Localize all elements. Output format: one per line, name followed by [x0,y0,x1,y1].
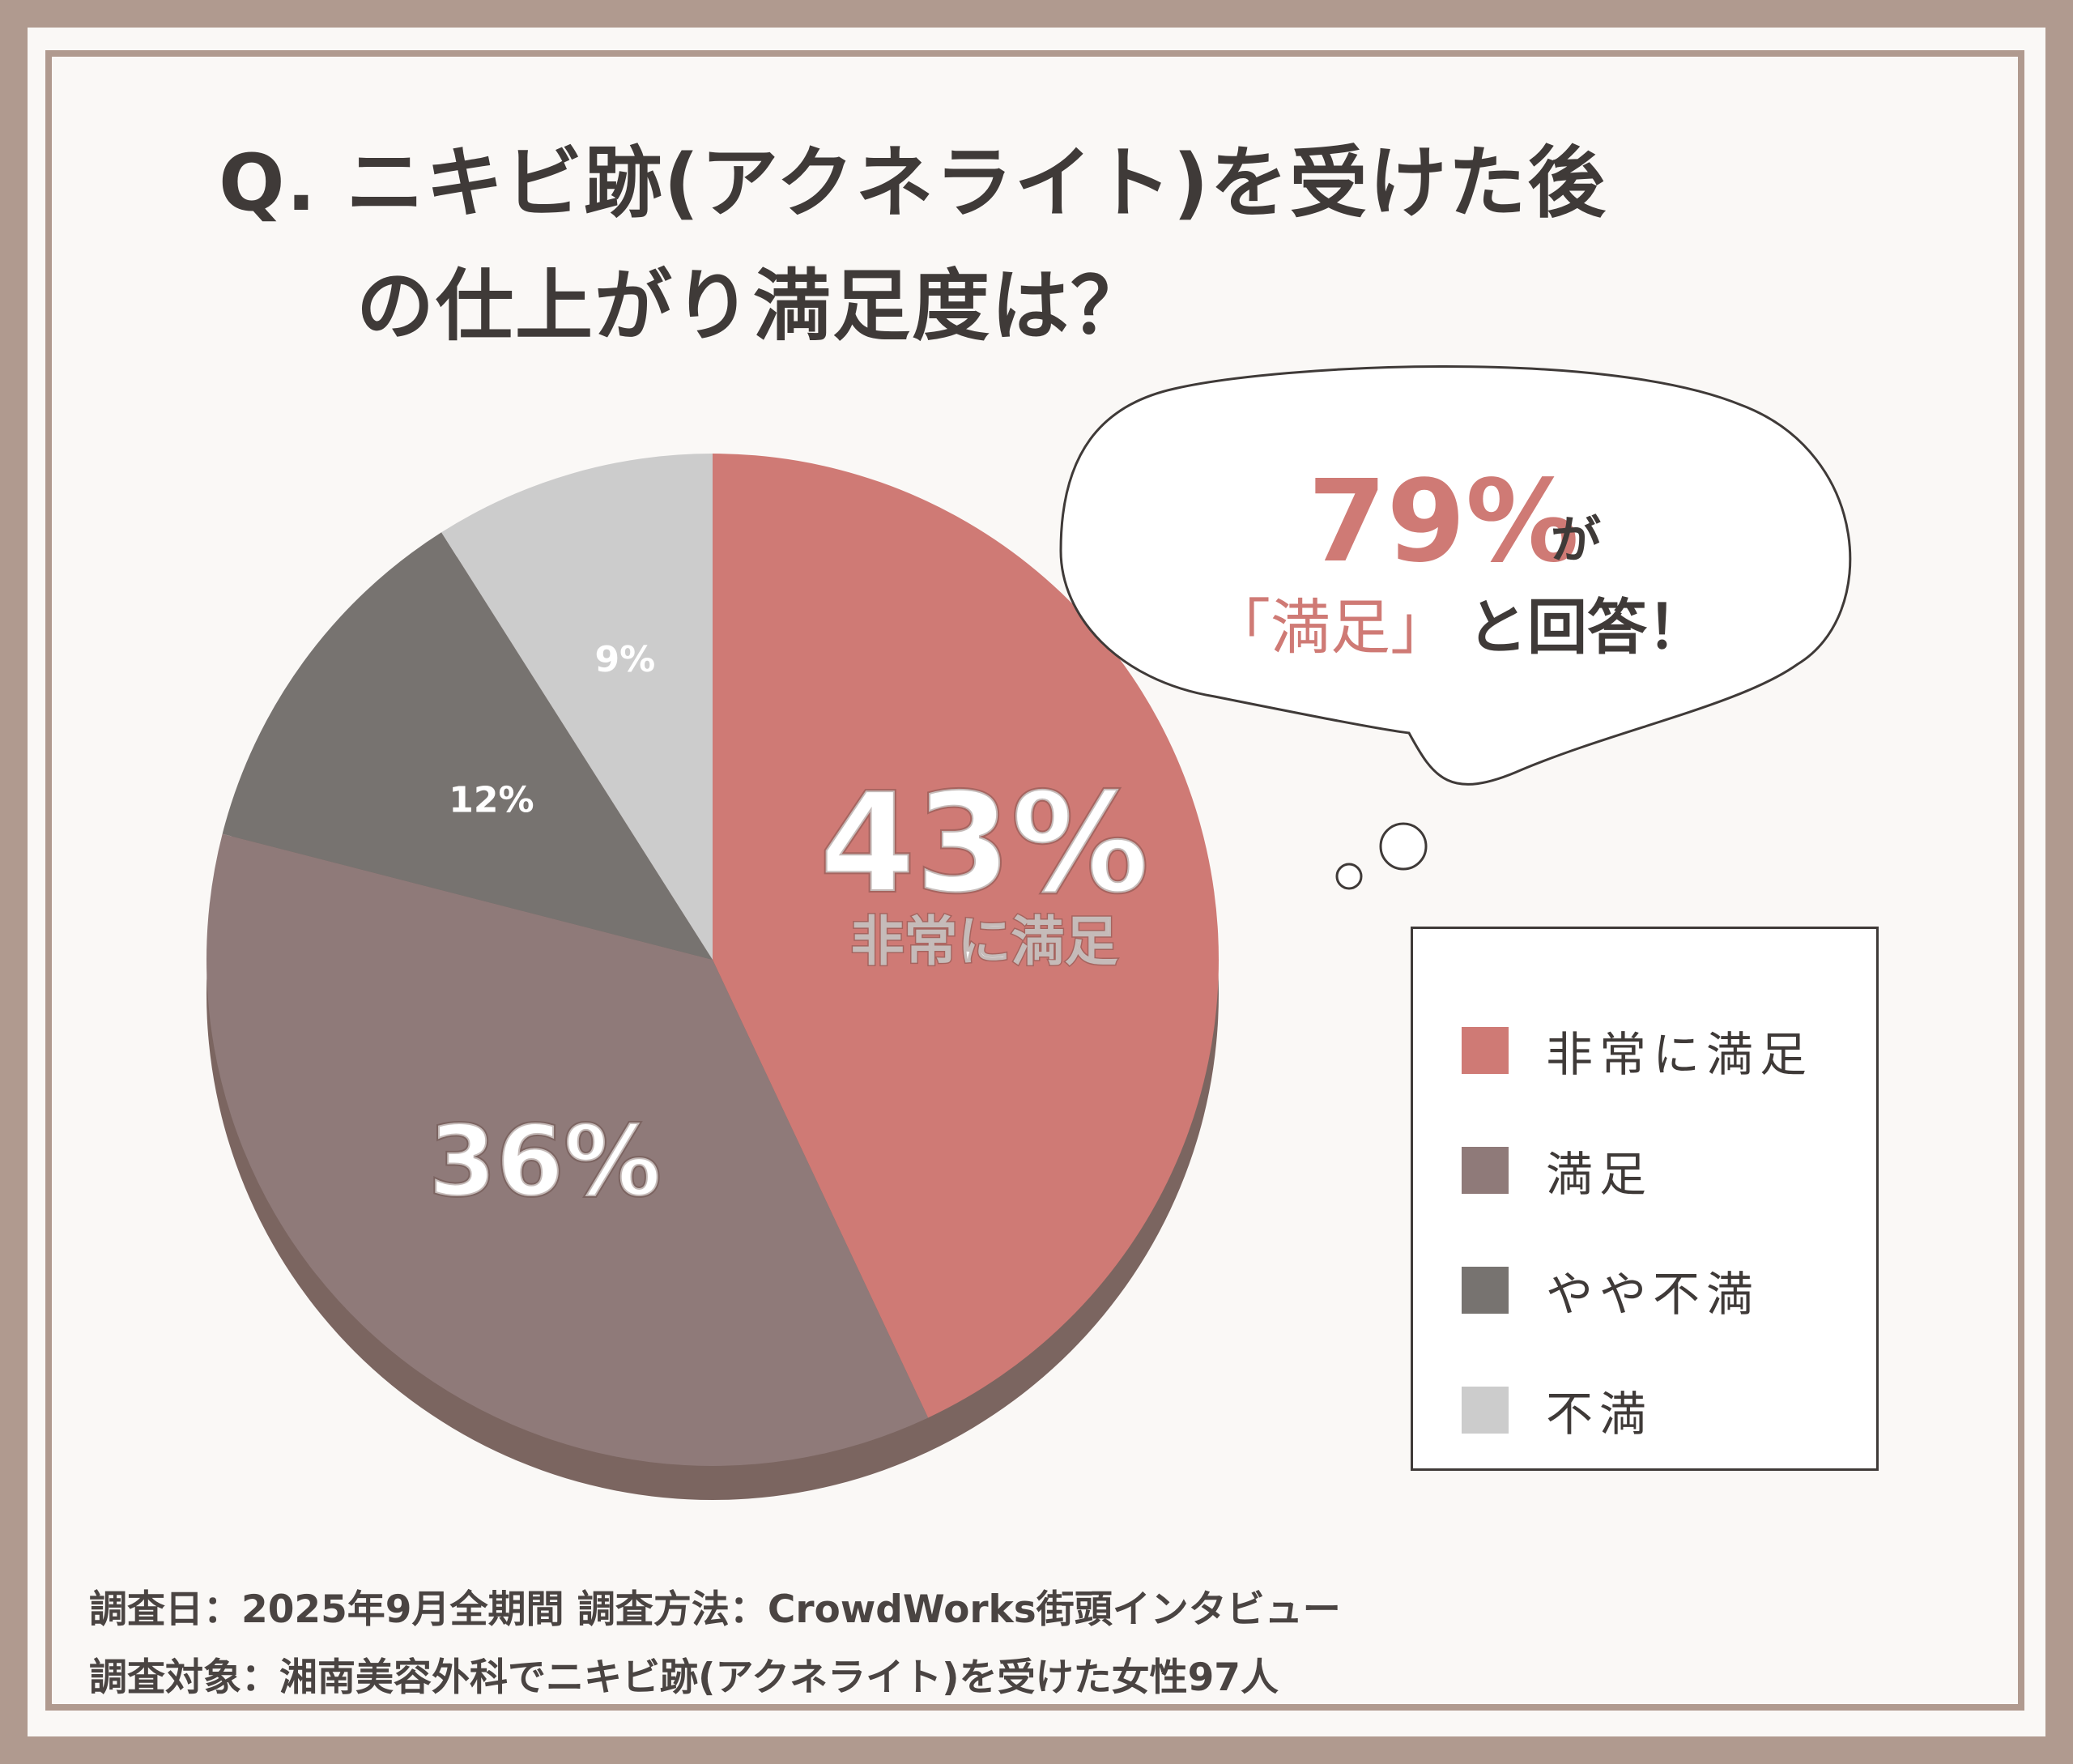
legend-swatch-somewhat-dissatisfied [1462,1267,1509,1314]
pie-slice-very-satisfied [713,454,1219,1418]
legend-item: やや不満 [1462,1262,1760,1322]
legend-item: 満足 [1462,1142,1653,1202]
legend-label: 非常に満足 [1546,1027,1814,1082]
legend-box: 非常に満足 満足 やや不満 不満 [1411,927,1879,1471]
callout-rest: と回答！ [1467,593,1707,663]
legend-label: 満足 [1546,1147,1654,1202]
legend-swatch-satisfied [1462,1147,1509,1194]
footer-survey-info: 調査日：2025年9月全期間 調査方法：CrowdWorks街頭インタビュー [89,1587,1341,1632]
pie-slices [206,454,1219,1466]
legend-swatch-dissatisfied [1462,1387,1509,1434]
bubble-dot-large [1379,822,1428,871]
legend-label: 不満 [1546,1387,1654,1442]
inner-border [45,50,2024,1711]
slice-value-label: 36% [428,1106,661,1218]
legend-swatch-very-satisfied [1462,1027,1509,1074]
bubble-cloud [1059,365,1852,786]
pie-labels: 43%非常に満足 36% 12% 9% [427,639,1151,1221]
slice-caption: 非常に満足 [850,910,1117,973]
callout-particle: が [1551,510,1601,569]
chart-title-line2: の仕上がり満足度は？ [356,261,1150,352]
slice-value-label: 43% [819,764,1149,924]
pie-slice-dissatisfied [441,454,713,960]
legend-item: 不満 [1462,1382,1653,1442]
slice-value-label: 9% [595,639,656,680]
callout-quote: 「満足」 [1211,593,1450,663]
bubble-dot-small [1335,863,1363,890]
footer-survey-target: 調査対象：湘南美容外科でニキビ跡(アクネライト)を受けた女性97人 [89,1655,1279,1700]
callout-percent: 79% [1308,456,1579,588]
thought-bubble: 79% が 「満足」 と回答！ [1059,365,1852,890]
chart-title-line1: Q. ニキビ跡(アクネライト)を受けた後 [219,138,1607,228]
legend-label: やや不満 [1546,1267,1760,1322]
slice-value-label: 12% [449,780,534,821]
pie-slice-satisfied [206,833,929,1466]
legend-item: 非常に満足 [1462,1022,1813,1082]
pie-slice-somewhat-dissatisfied [222,532,713,960]
